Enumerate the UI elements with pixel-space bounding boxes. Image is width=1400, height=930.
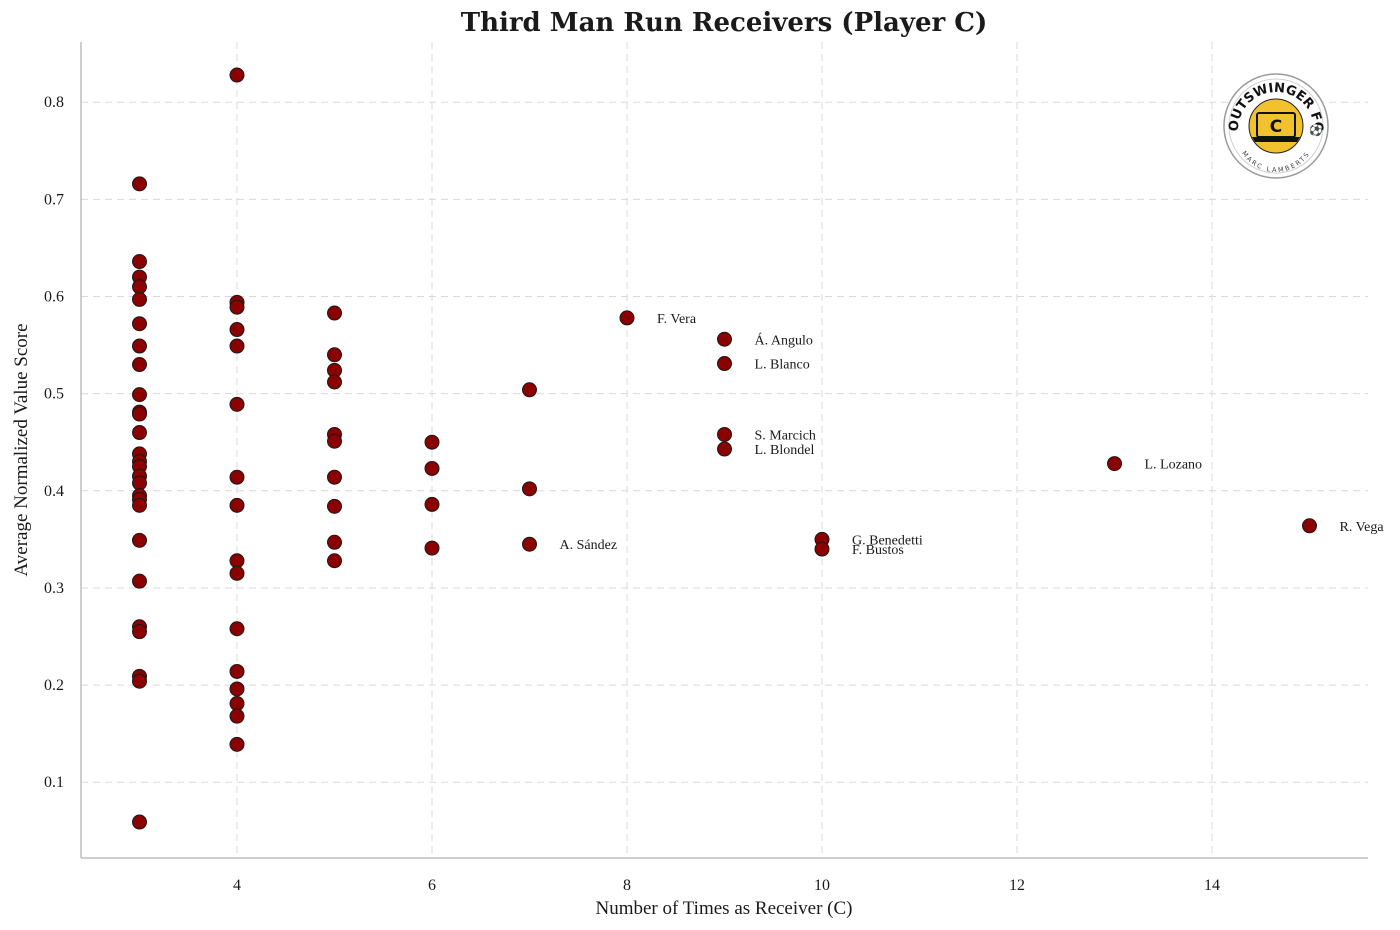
point-label: F. Vera xyxy=(657,312,697,327)
data-point xyxy=(132,475,147,491)
point-label: R. Vega xyxy=(1340,520,1385,535)
data-point xyxy=(132,357,147,373)
data-point xyxy=(132,814,147,830)
data-point xyxy=(327,374,342,390)
data-point xyxy=(522,382,537,398)
x-tick-label: 8 xyxy=(623,877,631,894)
data-point xyxy=(229,708,245,724)
data-point xyxy=(229,299,245,315)
x-tick-label: 4 xyxy=(233,877,241,894)
data-point xyxy=(327,469,342,485)
data-point xyxy=(327,305,342,321)
y-tick-label: 0.4 xyxy=(44,483,64,500)
data-point xyxy=(229,663,245,679)
data-point xyxy=(229,696,245,712)
data-point xyxy=(132,176,147,192)
laptop-icon xyxy=(1252,112,1300,142)
data-point xyxy=(132,624,147,640)
data-point xyxy=(132,425,147,441)
chart-title: Third Man Run Receivers (Player C) xyxy=(461,8,988,38)
y-tick-label: 0.2 xyxy=(44,677,64,694)
data-point xyxy=(229,621,245,637)
data-point xyxy=(327,433,342,449)
data-point xyxy=(327,498,342,514)
data-point xyxy=(522,481,537,497)
data-point xyxy=(132,387,147,403)
data-point xyxy=(424,496,440,512)
point-label: Á. Angulo xyxy=(755,331,813,348)
data-point xyxy=(132,254,147,270)
data-point xyxy=(229,736,245,752)
data-point xyxy=(132,406,147,422)
y-tick-label: 0.8 xyxy=(44,94,64,111)
data-point xyxy=(814,541,830,557)
x-axis-label: Number of Times as Receiver (C) xyxy=(596,898,853,919)
data-point xyxy=(229,469,245,485)
point-label: L. Blanco xyxy=(755,358,810,373)
data-point xyxy=(424,460,440,476)
point-labels: A. Sández F. Vera Á. Angulo L. Blanco S. Mar… xyxy=(560,312,1385,558)
data-point xyxy=(1302,518,1317,534)
y-tick-label: 0.7 xyxy=(44,191,64,208)
data-point xyxy=(229,322,245,338)
data-point xyxy=(229,681,245,697)
data-point xyxy=(132,497,147,513)
data-point xyxy=(132,279,147,295)
y-axis-label: Average Normalized Value Score xyxy=(11,323,32,576)
data-point xyxy=(132,673,147,689)
logo-glyph: C xyxy=(1270,117,1282,137)
y-tick-label: 0.1 xyxy=(44,774,64,791)
data-point xyxy=(327,347,342,363)
point-label: A. Sández xyxy=(560,538,618,553)
data-point xyxy=(327,553,342,569)
data-point xyxy=(424,540,440,556)
tick-labels: 4 6 8 10 12 14 0.1 0.2 0.3 0.4 0.5 0.6 0.7 0.8 xyxy=(44,94,1220,894)
ball-icon: ⚽ xyxy=(1308,124,1323,137)
y-tick-label: 0.6 xyxy=(44,289,64,306)
data-point xyxy=(229,396,245,412)
point-label: F. Bustos xyxy=(852,543,904,558)
x-tick-label: 14 xyxy=(1204,877,1220,894)
data-point xyxy=(229,565,245,581)
data-point xyxy=(229,338,245,354)
grid xyxy=(81,42,1368,858)
point-label: L. Lozano xyxy=(1145,458,1203,473)
data-point xyxy=(132,291,147,307)
data-point xyxy=(717,356,732,372)
data-point xyxy=(132,573,147,589)
data-point xyxy=(619,310,635,326)
data-point xyxy=(522,536,537,552)
data-point xyxy=(717,441,732,457)
data-point xyxy=(717,426,732,442)
club-logo: OUTSWINGER FC C MARC LAMBERTS ⚽ xyxy=(1223,73,1329,179)
data-point xyxy=(132,532,147,548)
data-points xyxy=(132,67,1317,830)
data-point xyxy=(229,497,245,513)
data-point xyxy=(424,434,440,450)
data-point xyxy=(327,534,342,550)
y-tick-label: 0.3 xyxy=(44,580,64,597)
axes-spines xyxy=(80,42,1368,859)
x-tick-label: 10 xyxy=(814,877,830,894)
data-point xyxy=(229,67,245,83)
x-tick-label: 12 xyxy=(1009,877,1025,894)
point-label: S. Marcich xyxy=(755,428,816,443)
data-point xyxy=(132,338,147,354)
x-tick-label: 6 xyxy=(428,877,436,894)
data-point xyxy=(717,331,732,347)
point-label: L. Blondel xyxy=(755,443,815,458)
data-point xyxy=(229,553,245,569)
data-point xyxy=(1107,456,1122,472)
y-tick-label: 0.5 xyxy=(44,386,64,403)
data-point xyxy=(132,316,147,332)
point-label: G. Benedetti xyxy=(852,533,923,548)
